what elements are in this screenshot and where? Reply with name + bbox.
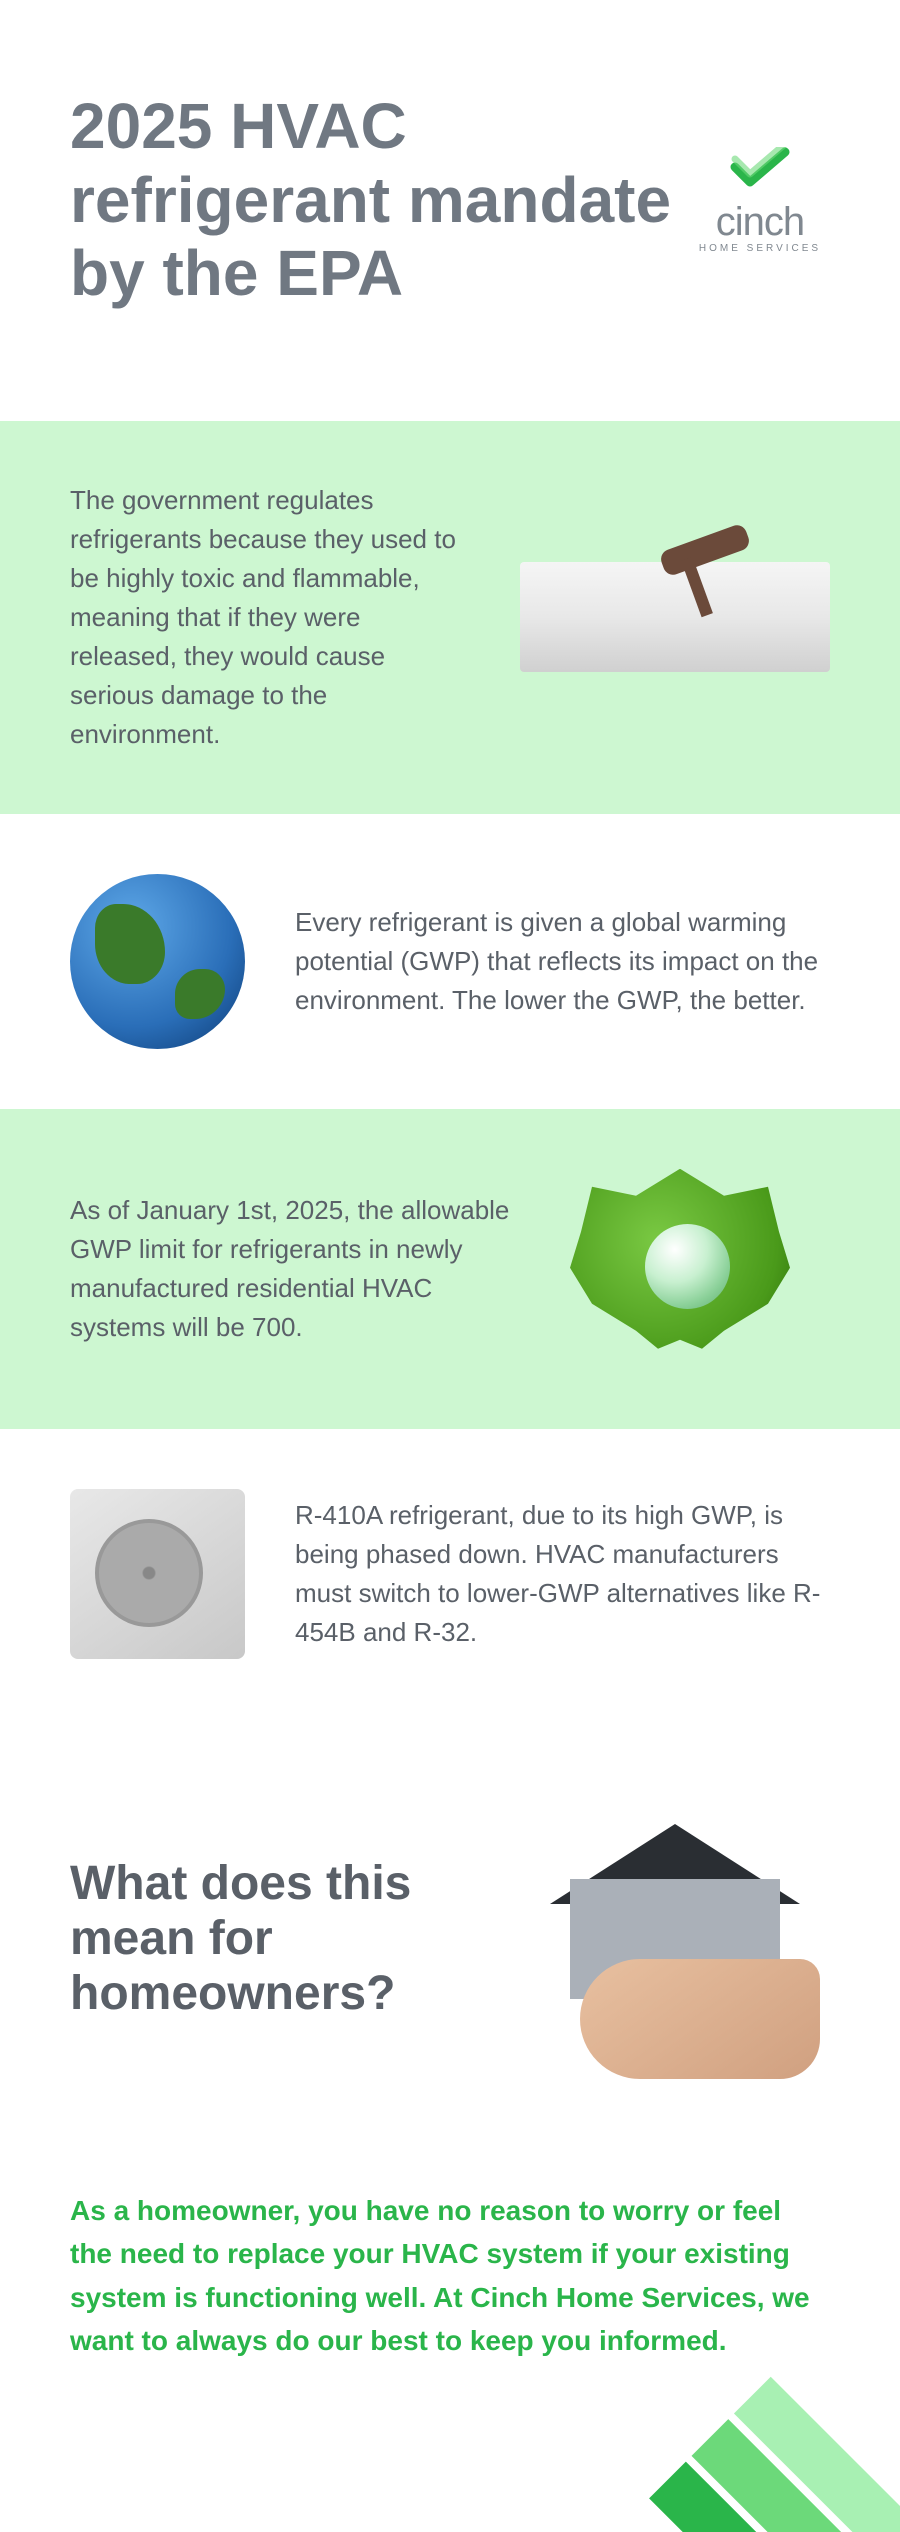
hvac-unit-icon xyxy=(70,1489,245,1659)
section-text: Every refrigerant is given a global warm… xyxy=(295,903,830,1020)
logo-brand-text: cinch xyxy=(690,200,830,245)
section-text: R-410A refrigerant, due to its high GWP,… xyxy=(295,1496,830,1652)
house-hand-icon xyxy=(520,1799,830,2079)
page-title: 2025 HVAC refrigerant mandate by the EPA xyxy=(70,90,690,311)
section-final: As a homeowner, you have no reason to wo… xyxy=(0,2139,900,2532)
section-text: The government regulates refrigerants be… xyxy=(70,481,470,754)
section-r410a: R-410A refrigerant, due to its high GWP,… xyxy=(0,1429,900,1719)
section-homeowners-question: What does this mean for homeowners? xyxy=(0,1719,900,2139)
logo-sub-text: HOME SERVICES xyxy=(690,243,830,254)
corner-stripes-icon xyxy=(649,2371,900,2532)
final-text: As a homeowner, you have no reason to wo… xyxy=(70,2189,830,2363)
gavel-book-icon xyxy=(520,562,830,672)
brand-logo: cinch HOME SERVICES xyxy=(690,147,830,254)
section-limit: As of January 1st, 2025, the allowable G… xyxy=(0,1109,900,1429)
header: 2025 HVAC refrigerant mandate by the EPA… xyxy=(0,0,900,421)
earth-icon xyxy=(70,874,245,1049)
section-text: As of January 1st, 2025, the allowable G… xyxy=(70,1191,520,1347)
leaf-globe-icon xyxy=(570,1169,830,1369)
checkmark-icon xyxy=(730,147,790,187)
section-regulation: The government regulates refrigerants be… xyxy=(0,421,900,814)
section-gwp: Every refrigerant is given a global warm… xyxy=(0,814,900,1109)
question-title: What does this mean for homeowners? xyxy=(70,1856,480,2022)
